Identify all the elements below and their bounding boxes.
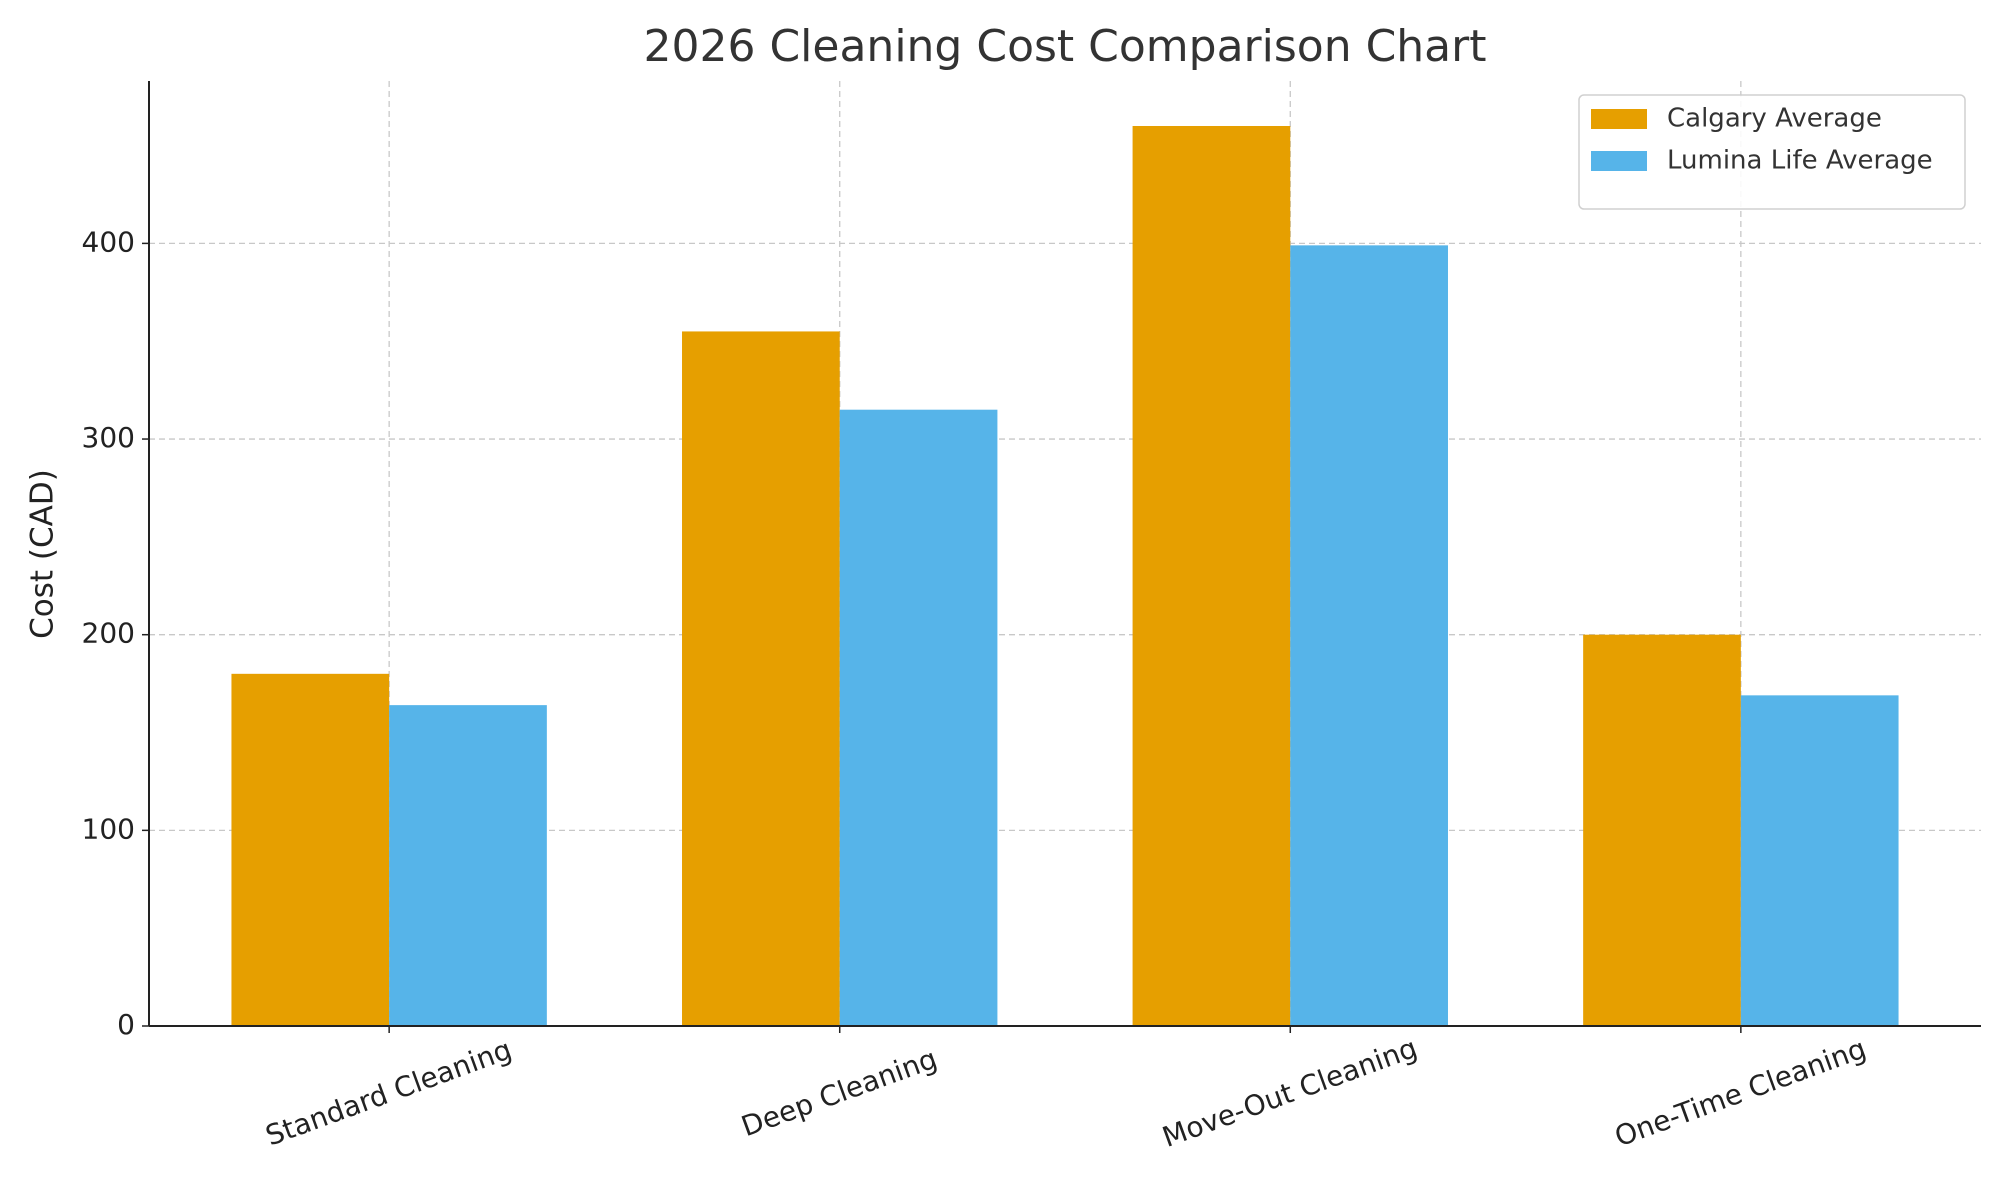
y-axis-label: Cost (CAD) xyxy=(25,469,61,639)
legend-box xyxy=(1578,94,1966,210)
legend: Calgary Average Lumina Life Average xyxy=(1578,94,1966,210)
x-tick-label: One-Time Cleaning xyxy=(1610,1032,1870,1154)
legend-label: Lumina Life Average xyxy=(1667,146,1933,176)
legend-swatch xyxy=(1591,109,1647,129)
bar xyxy=(1290,245,1448,1026)
chart-title: 2026 Cleaning Cost Comparison Chart xyxy=(643,21,1486,72)
bar xyxy=(839,409,998,1026)
y-tick-label: 400 xyxy=(82,225,135,258)
legend-swatch xyxy=(1591,151,1647,171)
x-tick-label: Standard Cleaning xyxy=(261,1033,516,1153)
bar xyxy=(1132,126,1291,1026)
x-tick-label: Deep Cleaning xyxy=(737,1042,941,1143)
y-tick-label: 100 xyxy=(82,812,135,845)
bar xyxy=(231,673,390,1026)
y-tick-label: 0 xyxy=(117,1008,135,1041)
bar xyxy=(1583,634,1741,1026)
y-tick-label: 200 xyxy=(82,617,135,650)
bar xyxy=(1740,695,1899,1026)
x-tick-label: Move-Out Cleaning xyxy=(1158,1031,1422,1154)
y-tick-label: 300 xyxy=(82,421,135,454)
bar xyxy=(682,331,840,1026)
legend-label: Calgary Average xyxy=(1667,104,1882,134)
bar xyxy=(389,705,547,1026)
